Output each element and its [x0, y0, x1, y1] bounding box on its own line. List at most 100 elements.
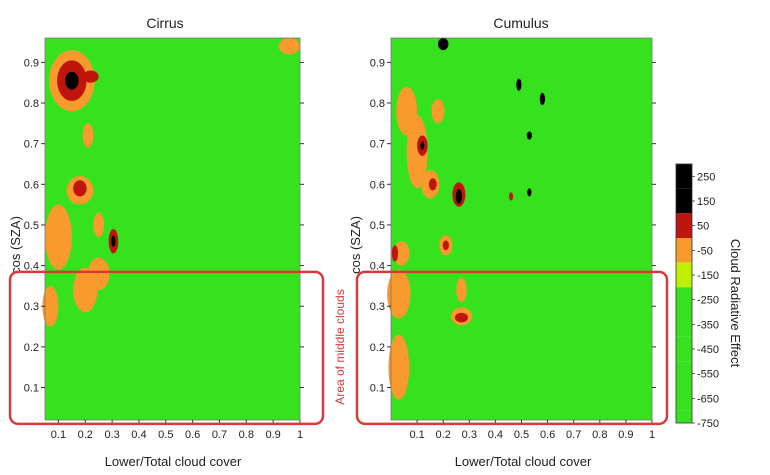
colorbar-segment — [676, 410, 692, 423]
colorbar-segment — [676, 386, 692, 411]
y-tick-label: 0.3 — [24, 301, 39, 313]
heatmap-cell — [391, 245, 399, 262]
cirrus-title: Cirrus — [146, 15, 183, 31]
heatmap-cell — [454, 312, 468, 323]
y-tick-label: 0.9 — [370, 57, 385, 69]
middle-clouds-label: Area of middle clouds — [333, 289, 347, 404]
colorbar-segment — [676, 238, 692, 263]
x-tick-label: 0.2 — [78, 429, 93, 441]
x-tick-label: 0.1 — [409, 429, 424, 441]
heatmap-cell — [65, 71, 79, 90]
colorbar-tick-label: -450 — [697, 344, 719, 356]
colorbar-segment — [676, 312, 692, 337]
heatmap-cell — [45, 204, 72, 270]
heatmap-cell — [387, 269, 411, 319]
colorbar-tick-label: -250 — [697, 295, 719, 307]
x-tick-label: 0.6 — [185, 429, 200, 441]
x-tick-label: 0.7 — [566, 429, 581, 441]
heatmap-cell — [442, 240, 449, 251]
heatmap-cell — [437, 38, 449, 51]
y-tick-label: 0.8 — [370, 98, 385, 110]
x-tick-label: 0.4 — [131, 429, 146, 441]
colorbar-segment — [676, 336, 692, 362]
colorbar-segment — [676, 188, 692, 214]
y-tick-label: 0.2 — [24, 342, 39, 354]
middle-clouds-highlight — [8, 270, 669, 426]
colorbar-tick-label: -150 — [697, 270, 719, 282]
y-tick-label: 0.5 — [24, 220, 39, 232]
colorbar-tick-label: -350 — [697, 319, 719, 331]
heatmap-cell — [428, 178, 437, 191]
cumulus-x-axis: 0.1 0.2 0.3 0.4 0.5 0.6 0.7 0.8 0.9 1 — [409, 420, 655, 441]
heatmap-cell — [278, 38, 300, 55]
x-tick-label: 0.6 — [540, 429, 555, 441]
colorbar-segment — [676, 262, 692, 288]
cumulus-title: Cumulus — [493, 15, 548, 31]
heatmap-cell — [431, 98, 445, 124]
heatmap-cell — [527, 188, 532, 197]
x-tick-label: 0.3 — [462, 429, 477, 441]
cirrus-heatmap — [42, 37, 301, 421]
x-tick-label: 0.1 — [51, 429, 66, 441]
x-tick-label: 1 — [649, 429, 655, 441]
heatmap-cell — [526, 131, 532, 140]
heatmap-cell — [388, 334, 410, 400]
heatmap-cell — [539, 92, 545, 106]
heatmap-cell — [82, 70, 99, 83]
heatmap-cell — [111, 235, 116, 247]
colorbar-tick-label: 250 — [697, 171, 715, 183]
heatmap-cell — [73, 180, 87, 197]
y-tick-label: 0.9 — [24, 57, 39, 69]
heatmap-cell — [93, 212, 105, 238]
cumulus-panel: Cumulus 0.10.20.30.40.50.60.70.80.9 0.1 0… — [348, 15, 656, 469]
heatmap-cell — [82, 123, 94, 148]
cumulus-x-label: Lower/Total cloud cover — [455, 454, 592, 469]
x-tick-label: 0.5 — [158, 429, 173, 441]
cirrus-x-axis: 0.1 0.2 0.3 0.4 0.5 0.6 0.7 0.8 0.9 1 — [51, 420, 303, 441]
x-tick-label: 0.8 — [592, 429, 607, 441]
heatmap-cell — [406, 115, 428, 189]
x-tick-label: 0.4 — [488, 429, 503, 441]
y-tick-label: 0.1 — [24, 382, 39, 394]
heatmap-cell — [87, 257, 110, 290]
cirrus-y-label: cos (SZA) — [8, 216, 23, 274]
colorbar-tick-label: 150 — [697, 196, 715, 208]
y-tick-label: 0.7 — [370, 139, 385, 151]
cirrus-panel: Cirrus 0.10.20.30.40.50.60.70.80.9 0.1 0.… — [8, 15, 304, 469]
colorbar-tick-label: 50 — [697, 221, 709, 233]
colorbar-label: Cloud Radiative Effect — [728, 239, 743, 368]
colorbar-tick-label: -650 — [697, 393, 719, 405]
colorbar-segment — [676, 213, 692, 238]
highlight-box — [8, 270, 325, 426]
y-tick-label: 0.6 — [24, 179, 39, 191]
cirrus-y-axis: 0.1 0.2 0.3 0.4 0.5 0.6 0.7 0.8 0.9 — [24, 57, 304, 394]
colorbar-segment — [676, 164, 692, 189]
y-tick-label: 0.4 — [24, 261, 39, 273]
colorbar-tick-label: -750 — [697, 418, 719, 430]
colorbar-tick-label: -550 — [697, 369, 719, 381]
cumulus-y-label: cos (SZA) — [348, 216, 363, 274]
x-tick-label: 0.7 — [212, 429, 227, 441]
x-tick-label: 0.9 — [618, 429, 633, 441]
x-tick-label: 1 — [297, 429, 303, 441]
x-tick-label: 0.3 — [104, 429, 119, 441]
highlight-box — [355, 270, 669, 426]
x-tick-label: 0.8 — [239, 429, 254, 441]
heatmap-cell — [455, 189, 462, 204]
y-tick-label: 0.2 — [370, 342, 385, 354]
cirrus-x-label: Lower/Total cloud cover — [105, 454, 242, 469]
y-tick-label: 0.3 — [370, 301, 385, 313]
heatmap-cell — [396, 86, 418, 136]
heatmap-cell — [393, 241, 410, 266]
colorbar-segment — [676, 361, 692, 386]
colorbar-tick-label: -50 — [697, 245, 713, 257]
x-tick-label: 0.2 — [436, 429, 451, 441]
heatmap-cell — [456, 277, 467, 303]
cumulus-heatmap — [387, 37, 653, 421]
plot-frame — [44, 37, 301, 421]
colorbar: 250 150 50 -50 -150 -250 -350 -450 -550 -650 -750 — [675, 163, 719, 430]
y-tick-label: 0.1 — [370, 382, 385, 394]
x-tick-label: 0.9 — [266, 429, 281, 441]
y-tick-label: 0.4 — [370, 261, 385, 273]
